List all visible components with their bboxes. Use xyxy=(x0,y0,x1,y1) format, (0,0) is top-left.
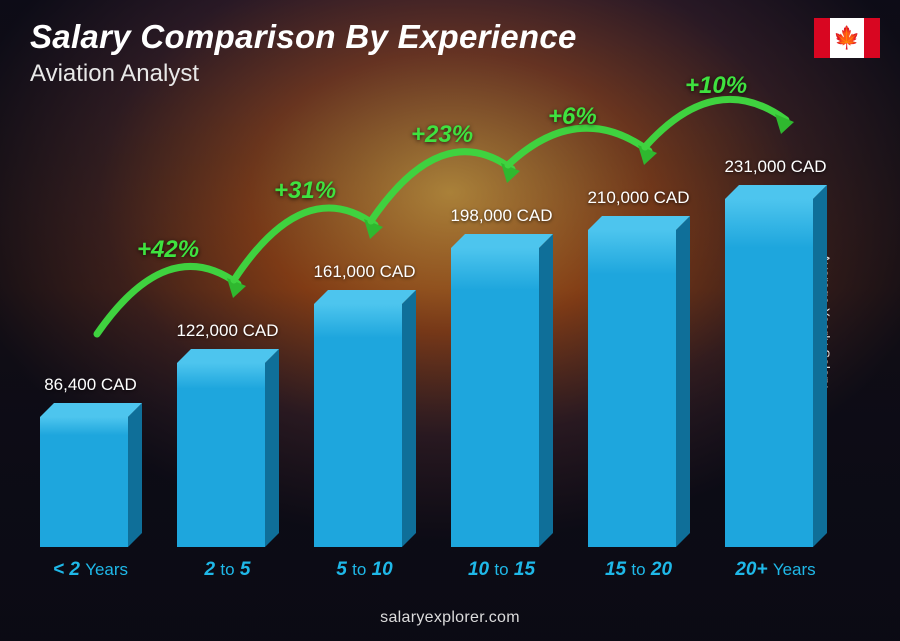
bar-side xyxy=(539,234,553,547)
bar-top xyxy=(177,349,279,363)
increase-percent-label: +42% xyxy=(137,236,199,264)
bar-side xyxy=(676,216,690,547)
bar-value-label: 231,000 CAD xyxy=(696,157,856,177)
bar-top xyxy=(40,403,142,417)
increase-percent-label: +10% xyxy=(685,72,747,100)
bar-value-label: 210,000 CAD xyxy=(559,188,719,208)
bar-x-label: 10 to 15 xyxy=(422,559,582,581)
flag-band-left xyxy=(814,18,830,58)
bar-front xyxy=(588,230,676,547)
bar-value-label: 198,000 CAD xyxy=(422,206,582,226)
increase-percent-label: +31% xyxy=(274,177,336,205)
bar-front xyxy=(725,199,813,547)
bar-top xyxy=(451,234,553,248)
bar-front xyxy=(451,248,539,547)
bar-side xyxy=(128,403,142,547)
bar-front xyxy=(40,417,128,547)
bar-top xyxy=(314,290,416,304)
flag-maple-leaf-icon: 🍁 xyxy=(830,18,864,58)
footer-source: salaryexplorer.com xyxy=(0,609,900,627)
chart-subtitle: Aviation Analyst xyxy=(30,60,577,88)
bar-value-label: 161,000 CAD xyxy=(285,262,445,282)
flag-band-right xyxy=(864,18,880,58)
increase-percent-label: +6% xyxy=(548,103,597,131)
bar-x-label: 20+ Years xyxy=(696,559,856,581)
bar-side xyxy=(813,185,827,547)
bar-top xyxy=(588,216,690,230)
bar-side xyxy=(265,349,279,547)
bar-front xyxy=(177,363,265,547)
bar-side xyxy=(402,290,416,547)
title-block: Salary Comparison By Experience Aviation… xyxy=(30,18,577,88)
bar-chart: 86,400 CAD< 2 Years122,000 CAD2 to 5161,… xyxy=(30,120,852,581)
bar-front xyxy=(314,304,402,547)
bar-value-label: 86,400 CAD xyxy=(11,375,171,395)
increase-percent-label: +23% xyxy=(411,121,473,149)
bar-x-label: 5 to 10 xyxy=(285,559,445,581)
bar-x-label: 15 to 20 xyxy=(559,559,719,581)
bar-x-label: < 2 Years xyxy=(11,559,171,581)
chart-title: Salary Comparison By Experience xyxy=(30,18,577,56)
plot-area: 86,400 CAD< 2 Years122,000 CAD2 to 5161,… xyxy=(30,120,852,547)
infographic-stage: Salary Comparison By Experience Aviation… xyxy=(0,0,900,641)
flag-canada: 🍁 xyxy=(814,18,880,58)
bar-value-label: 122,000 CAD xyxy=(148,321,308,341)
bar-top xyxy=(725,185,827,199)
bar-x-label: 2 to 5 xyxy=(148,559,308,581)
